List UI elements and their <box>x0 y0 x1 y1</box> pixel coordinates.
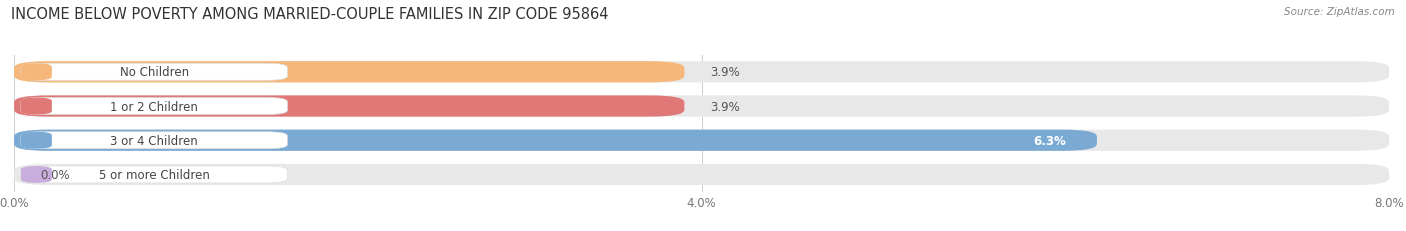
Text: 6.3%: 6.3% <box>1033 134 1066 147</box>
FancyBboxPatch shape <box>21 166 287 183</box>
FancyBboxPatch shape <box>14 96 1389 117</box>
FancyBboxPatch shape <box>21 132 287 149</box>
FancyBboxPatch shape <box>21 64 52 81</box>
Text: Source: ZipAtlas.com: Source: ZipAtlas.com <box>1284 7 1395 17</box>
FancyBboxPatch shape <box>21 64 287 81</box>
Text: 0.0%: 0.0% <box>39 168 69 181</box>
FancyBboxPatch shape <box>14 96 685 117</box>
FancyBboxPatch shape <box>21 166 52 183</box>
Text: 5 or more Children: 5 or more Children <box>98 168 209 181</box>
FancyBboxPatch shape <box>21 132 52 149</box>
Text: 3 or 4 Children: 3 or 4 Children <box>110 134 198 147</box>
Text: INCOME BELOW POVERTY AMONG MARRIED-COUPLE FAMILIES IN ZIP CODE 95864: INCOME BELOW POVERTY AMONG MARRIED-COUPL… <box>11 7 609 22</box>
FancyBboxPatch shape <box>21 98 287 115</box>
Text: 1 or 2 Children: 1 or 2 Children <box>110 100 198 113</box>
Text: 3.9%: 3.9% <box>710 66 740 79</box>
FancyBboxPatch shape <box>14 62 1389 83</box>
FancyBboxPatch shape <box>21 98 52 115</box>
Text: 3.9%: 3.9% <box>710 100 740 113</box>
Text: No Children: No Children <box>120 66 188 79</box>
FancyBboxPatch shape <box>14 164 1389 185</box>
FancyBboxPatch shape <box>14 130 1389 151</box>
FancyBboxPatch shape <box>14 130 1097 151</box>
FancyBboxPatch shape <box>14 62 685 83</box>
